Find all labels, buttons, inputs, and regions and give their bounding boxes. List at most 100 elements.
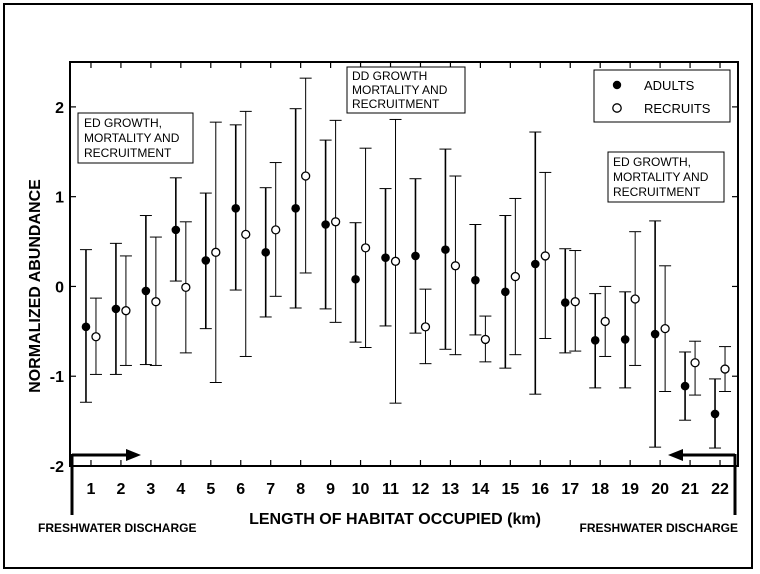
y-axis-ticks: -2 -1 0 1 2 <box>50 100 738 476</box>
annotation-dd-center: DD GROWTH MORTALITY AND RECRUITMENT <box>346 66 466 114</box>
recruits-point <box>241 229 251 240</box>
recruits-point <box>360 243 371 253</box>
x-tick-label: 11 <box>382 481 399 498</box>
x-axis-ticks: 1 2 3 4 5 6 7 8 9 10 11 12 13 14 15 16 17 18 19 20 21 22 <box>87 62 729 498</box>
adults-point <box>351 274 360 284</box>
x-tick-label: 6 <box>236 481 245 498</box>
recruits-point <box>690 358 700 368</box>
x-tick-label: 15 <box>501 481 519 498</box>
recruits-point <box>211 247 221 257</box>
x-tick-label: 5 <box>206 481 215 498</box>
y-tick-label: -1 <box>50 369 64 386</box>
x-tick-label: 17 <box>561 481 579 498</box>
annotation-line: ED GROWTH, <box>84 116 162 130</box>
adults-point <box>441 245 450 254</box>
x-tick-label: 4 <box>176 481 185 498</box>
data-marks <box>79 77 732 449</box>
adults-point <box>620 335 630 344</box>
x-tick-label: 13 <box>442 481 460 498</box>
x-tick-label: 9 <box>326 481 335 498</box>
right-discharge-arrow <box>668 449 737 515</box>
adults-point <box>680 381 690 391</box>
recruits-point <box>91 332 101 342</box>
y-tick-label: -2 <box>50 459 64 476</box>
x-tick-label: 10 <box>352 481 370 498</box>
recruits-point <box>570 297 580 307</box>
annotation-line: MORTALITY AND <box>613 170 709 184</box>
annotation-line: RECRUITMENT <box>613 185 701 199</box>
x-tick-label: 19 <box>621 481 639 498</box>
adults-point <box>650 329 660 339</box>
adults-point <box>560 298 570 307</box>
annotation-line: DD GROWTH <box>352 69 427 83</box>
x-tick-label: 3 <box>146 481 155 498</box>
recruits-point <box>390 256 401 266</box>
adults-point <box>261 248 270 257</box>
legend: ADULTS RECRUITS <box>593 69 731 123</box>
annotation-ed-right: ED GROWTH, MORTALITY AND RECRUITMENT <box>607 151 725 203</box>
recruits-point <box>480 334 491 345</box>
x-tick-label: 21 <box>681 481 699 498</box>
adults-point <box>381 253 390 263</box>
annotation-line: ED GROWTH, <box>613 155 691 169</box>
adults-point <box>141 286 151 296</box>
x-axis-title: LENGTH OF HABITAT OCCUPIED (km) <box>249 511 541 528</box>
recruits-point <box>121 306 131 316</box>
right-discharge-label: FRESHWATER DISCHARGE <box>580 521 738 535</box>
x-tick-label: 7 <box>266 481 275 498</box>
annotation-line: RECRUITMENT <box>84 146 172 160</box>
left-discharge-arrow <box>70 449 141 515</box>
figure-frame <box>3 3 753 569</box>
y-tick-label: 1 <box>55 190 64 207</box>
y-tick-label: 0 <box>55 279 64 296</box>
recruits-point <box>420 322 431 332</box>
recruits-point <box>151 297 161 307</box>
x-tick-label: 2 <box>116 481 125 498</box>
annotation-line: RECRUITMENT <box>352 97 440 111</box>
recruits-point <box>450 261 461 271</box>
adults-point <box>471 275 480 285</box>
adults-point <box>321 220 330 229</box>
x-tick-label: 14 <box>471 481 489 498</box>
recruits-point <box>510 271 520 282</box>
legend-recruits-label: RECRUITS <box>644 101 711 116</box>
annotation-ed-left: ED GROWTH, MORTALITY AND RECRUITMENT <box>77 112 194 164</box>
adults-point <box>411 251 420 261</box>
annotation-line: MORTALITY AND <box>352 83 448 97</box>
recruits-point <box>630 294 640 304</box>
adults-point <box>590 336 600 345</box>
recruits-point <box>181 282 191 292</box>
annotation-line: MORTALITY AND <box>84 131 180 145</box>
adults-point <box>231 204 241 213</box>
recruits-point <box>600 316 610 327</box>
adults-point <box>111 304 121 314</box>
adults-point <box>81 322 91 332</box>
legend-recruits-marker <box>612 103 622 113</box>
y-tick-label: 2 <box>55 100 64 117</box>
adults-point <box>291 204 300 213</box>
adults-point <box>501 287 510 297</box>
recruits-point <box>301 171 311 181</box>
recruits-point <box>540 251 550 261</box>
legend-adults-label: ADULTS <box>644 78 695 93</box>
recruits-point <box>720 364 730 374</box>
x-tick-label: 22 <box>711 481 729 498</box>
x-tick-label: 8 <box>296 481 305 498</box>
x-tick-label: 18 <box>591 481 609 498</box>
plot-area <box>69 61 739 467</box>
recruits-point <box>330 217 341 227</box>
x-tick-label: 16 <box>531 481 549 498</box>
legend-adults-marker <box>612 80 622 90</box>
adults-point <box>201 256 211 265</box>
x-tick-label: 20 <box>651 481 669 498</box>
adults-point <box>171 225 181 235</box>
left-discharge-label: FRESHWATER DISCHARGE <box>38 521 196 535</box>
x-tick-label: 1 <box>87 481 96 498</box>
recruits-point <box>660 323 670 334</box>
recruits-point <box>271 225 281 235</box>
y-axis-title: NORMALIZED ABUNDANCE <box>27 179 44 393</box>
adults-point <box>710 409 720 419</box>
adults-point <box>530 259 540 269</box>
x-tick-label: 12 <box>412 481 430 498</box>
